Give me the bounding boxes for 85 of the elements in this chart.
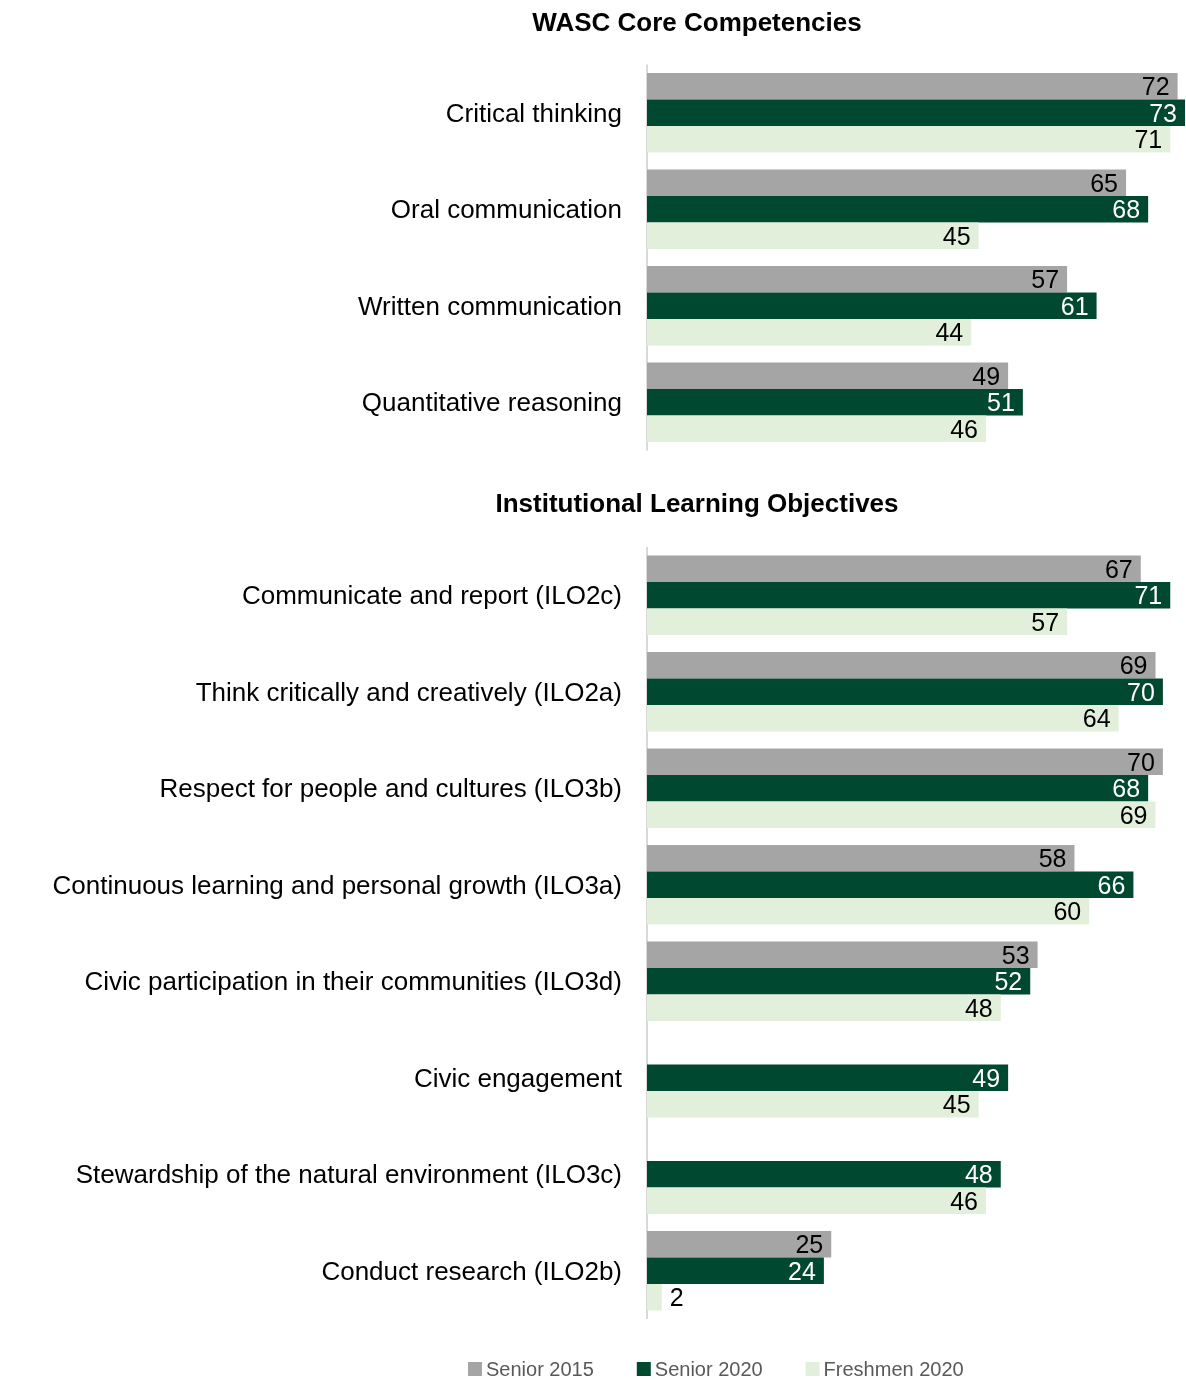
data-label: 66 [1097,870,1126,899]
legend-label: Freshmen 2020 [823,1358,964,1380]
data-label: 69 [1119,651,1148,680]
data-label: 24 [788,1256,816,1285]
bar [647,1187,987,1214]
data-label: 57 [1031,607,1060,636]
y-tick-label: Civic participation in their communities (ILO3d) [84,966,622,997]
data-label: 64 [1082,704,1111,733]
bar [647,1064,1009,1091]
data-label: 52 [994,967,1023,996]
data-label: 68 [1112,774,1141,803]
data-label: 51 [987,388,1015,417]
data-label: 58 [1038,844,1067,873]
data-label: 68 [1112,195,1141,224]
y-tick-label: Respect for people and cultures (ILO3b) [159,773,622,804]
bar [647,126,1171,153]
bar [647,555,1141,582]
y-tick-label: Think critically and creatively (ILO2a) [195,676,622,707]
bar [647,99,1185,126]
y-tick-label: Communicate and report (ILO2c) [241,580,622,611]
data-label: 71 [1134,125,1163,154]
bar [647,415,987,442]
data-label: 70 [1127,677,1155,706]
data-label: 70 [1127,747,1155,776]
data-label: 71 [1134,581,1163,610]
y-tick-label: Civic engagement [413,1062,623,1093]
chart-title: Institutional Learning Objectives [495,488,899,518]
data-label: 25 [795,1230,824,1259]
data-label: 57 [1031,265,1060,294]
data-label: 72 [1141,72,1170,101]
bar [647,652,1156,679]
data-label: 67 [1104,554,1133,583]
bar [647,941,1038,968]
bar [647,222,979,249]
data-label: 61 [1060,291,1089,320]
bar [647,968,1031,995]
bar [647,705,1119,732]
bar [647,266,1068,293]
data-label: 46 [950,414,979,443]
y-tick-label: Conduct research (ILO2b) [321,1255,622,1286]
data-label: 48 [964,1160,993,1189]
bar [647,362,1009,389]
data-label: 49 [972,1063,1001,1092]
bar [647,994,1001,1021]
data-label: 45 [942,1090,971,1119]
bar [647,1257,824,1284]
bar [647,1284,662,1311]
data-label: 46 [950,1186,979,1215]
legend-label: Senior 2020 [654,1358,763,1380]
data-label: 73 [1149,98,1177,127]
bar [647,1091,979,1118]
data-label: 44 [935,318,964,347]
y-tick-label: Written communication [358,290,622,321]
data-label: 69 [1119,800,1148,829]
y-tick-label: Stewardship of the natural environment (ILO3c) [75,1159,622,1190]
data-label: 65 [1090,168,1119,197]
bar [647,292,1097,319]
data-label: 45 [942,221,971,250]
bar [647,1231,832,1258]
chart-title: WASC Core Competencies [532,7,862,37]
y-tick-label: Quantitative reasoning [361,387,622,418]
bar [647,582,1171,609]
y-tick-label: Oral communication [390,194,622,225]
bar [647,1161,1001,1188]
bar [647,871,1134,898]
data-label: 53 [1001,940,1030,969]
bar [647,678,1163,705]
data-label: 2 [669,1283,684,1312]
bar [647,748,1163,775]
bar [647,73,1178,100]
bar [647,775,1149,802]
legend-label: Senior 2015 [486,1358,594,1380]
bar [647,801,1156,828]
bar [647,196,1149,223]
bar [647,845,1075,872]
data-label: 60 [1053,897,1082,926]
bar [647,389,1023,416]
bar [647,898,1090,925]
bar [647,169,1127,196]
bar [647,319,972,346]
data-label: 48 [964,993,993,1022]
bar [647,608,1068,635]
y-tick-label: Continuous learning and personal growth (ILO3a) [52,869,622,900]
y-tick-label: Critical thinking [445,97,622,128]
data-label: 49 [972,361,1001,390]
